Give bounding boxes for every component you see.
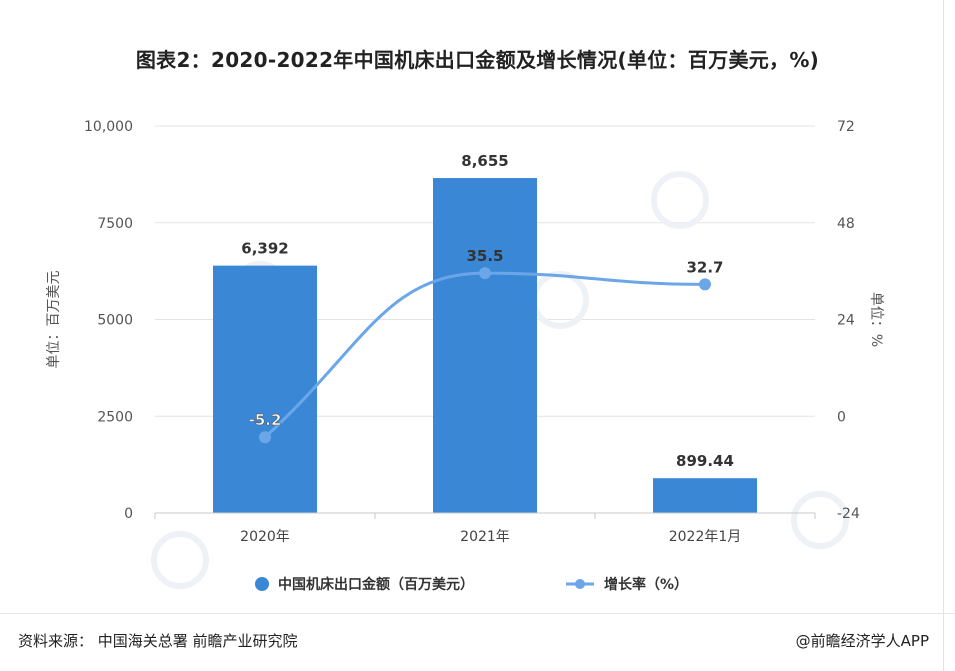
legend-bar-label: 中国机床出口金额（百万美元） bbox=[278, 576, 474, 593]
watermark-logo bbox=[531, 271, 589, 329]
y2-axis-title: 单位：% bbox=[868, 292, 884, 347]
x-tick-label: 2021年 bbox=[460, 529, 510, 545]
line-value-label: -5.2 bbox=[249, 411, 282, 429]
watermark-logo bbox=[791, 491, 849, 549]
bar-series bbox=[213, 178, 757, 513]
y2-tick-label: 72 bbox=[837, 119, 855, 135]
y-tick-label: 10,000 bbox=[84, 119, 133, 135]
source-note: 资料来源： 中国海关总署 前瞻产业研究院 bbox=[18, 632, 298, 650]
y-tick-label: 7500 bbox=[97, 216, 133, 232]
bar bbox=[433, 178, 537, 513]
watermark-logo bbox=[151, 531, 209, 589]
legend-line-marker bbox=[575, 579, 585, 589]
line-point bbox=[259, 431, 271, 444]
y2-tick-label: 48 bbox=[837, 216, 855, 232]
line-point bbox=[699, 278, 711, 291]
data-labels: 6,392 8,655 899.44 -5.2 35.5 32.7 bbox=[241, 152, 734, 470]
y-axis-title: 单位：百万美元 bbox=[46, 271, 62, 369]
y2-tick-label: -24 bbox=[837, 506, 860, 522]
y-tick-label: 2500 bbox=[97, 409, 133, 425]
chart: 0 2500 5000 7500 10,000 -24 0 24 48 72 2020年 2021年 2… bbox=[46, 119, 884, 593]
x-tick-label: 2020年 bbox=[240, 529, 290, 545]
page-edge bbox=[943, 0, 944, 671]
line-value-label: 35.5 bbox=[466, 247, 503, 265]
line-point bbox=[479, 267, 491, 280]
bar-value-label: 6,392 bbox=[241, 240, 288, 258]
bar-value-label: 8,655 bbox=[461, 152, 508, 170]
chart-title: 图表2：2020-2022年中国机床出口金额及增长情况(单位：百万美元，%) bbox=[135, 48, 820, 72]
bar-value-label: 899.44 bbox=[676, 452, 734, 470]
legend: 中国机床出口金额（百万美元） 增长率（%） bbox=[255, 576, 688, 593]
bar bbox=[653, 478, 757, 513]
brand-credit: @前瞻经济学人APP bbox=[795, 632, 929, 650]
legend-bar-marker bbox=[255, 577, 269, 591]
axes: 0 2500 5000 7500 10,000 -24 0 24 48 72 2020年 2021年 2… bbox=[46, 119, 884, 545]
line-value-label: 32.7 bbox=[686, 258, 723, 276]
footer-divider bbox=[0, 613, 955, 614]
y2-tick-label: 24 bbox=[837, 313, 855, 329]
x-tick-label: 2022年1月 bbox=[669, 529, 742, 545]
watermark-logo bbox=[651, 171, 709, 229]
bar bbox=[213, 265, 317, 513]
legend-line-label: 增长率（%） bbox=[604, 576, 688, 593]
y-tick-label: 0 bbox=[124, 506, 133, 522]
line-series bbox=[259, 267, 711, 444]
y-tick-label: 5000 bbox=[97, 313, 133, 329]
growth-line bbox=[263, 271, 706, 439]
y2-tick-label: 0 bbox=[837, 409, 846, 425]
